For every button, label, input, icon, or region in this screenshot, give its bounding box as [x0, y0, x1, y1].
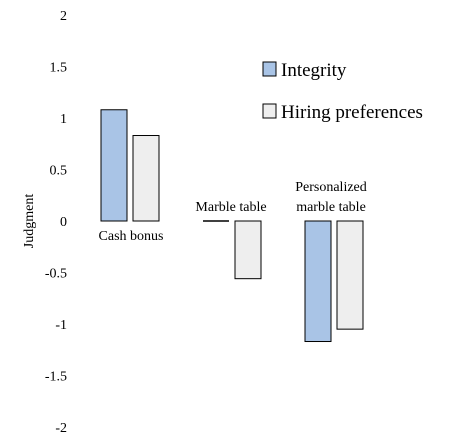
y-tick-label: -0.5: [45, 267, 67, 282]
legend-swatch: [262, 103, 277, 119]
category-labels: Cash bonus Marble table Personalized marble…: [99, 180, 367, 244]
y-tick-label: -1: [55, 318, 67, 333]
bar: [234, 220, 262, 280]
legend-label: Integrity: [281, 60, 347, 81]
bar: [100, 109, 128, 222]
category-label: Marble table: [195, 200, 266, 215]
y-tick-label: -2: [55, 421, 67, 436]
y-axis-label: Judgment: [22, 194, 37, 249]
y-tick-label: -1.5: [45, 370, 67, 385]
y-tick-label: 2: [60, 9, 67, 24]
y-tick-label: 1: [60, 112, 67, 127]
y-tick-label: 0: [60, 215, 67, 230]
legend-label: Hiring preferences: [281, 102, 423, 123]
category-label: Cash bonus: [99, 229, 164, 244]
y-tick-label: 0.5: [50, 164, 68, 179]
legend-swatch: [262, 61, 277, 77]
bar: [132, 135, 160, 222]
bar: [304, 220, 332, 343]
bars: [100, 109, 364, 343]
category-label: marble table: [296, 200, 366, 215]
y-tick-label: 1.5: [50, 61, 68, 76]
legend: Integrity Hiring preferences: [262, 60, 423, 123]
category-label: Personalized: [295, 180, 367, 195]
y-axis-tick-labels: 2 1.5 1 0.5 0 -0.5 -1 -1.5 -2: [45, 9, 67, 436]
bar: [336, 220, 364, 330]
